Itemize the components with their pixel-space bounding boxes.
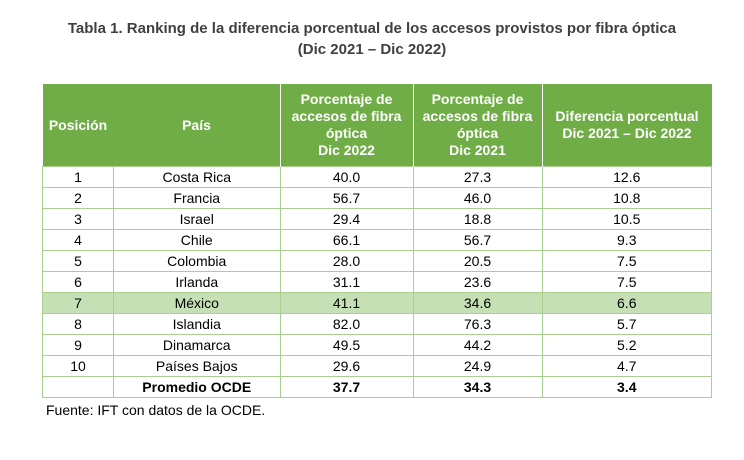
average-row: Promedio OCDE 37.7 34.3 3.4 xyxy=(42,376,712,398)
header-line: Dic 2021 – Dic 2022 xyxy=(562,125,692,141)
header-line: Porcentaje de xyxy=(431,91,524,107)
cell-pct-2021: 20.5 xyxy=(412,250,543,272)
cell-position: 6 xyxy=(42,271,114,293)
table-row: 5 Colombia 28.0 20.5 7.5 xyxy=(42,250,712,272)
header-country: País xyxy=(113,84,280,167)
cell-country: Irlanda xyxy=(113,271,281,293)
table-row: 4 Chile 66.1 56.7 9.3 xyxy=(42,229,712,251)
cell-difference: 4.7 xyxy=(541,355,712,377)
cell-pct-2022: 31.1 xyxy=(279,271,414,293)
header-line: óptica xyxy=(325,125,368,141)
table-row: 1 Costa Rica 40.0 27.3 12.6 xyxy=(42,166,712,188)
table-row: 6 Irlanda 31.1 23.6 7.5 xyxy=(42,271,712,293)
cell-pct-2022: 28.0 xyxy=(279,250,414,272)
cell-pct-2022: 56.7 xyxy=(279,187,414,209)
cell-country: Israel xyxy=(113,208,281,230)
cell-pct-2022: 29.6 xyxy=(279,355,414,377)
cell-position: 3 xyxy=(42,208,114,230)
cell-pct-2021: 46.0 xyxy=(412,187,543,209)
cell-country: Costa Rica xyxy=(113,166,281,188)
header-pct-2021: Porcentaje de accesos de fibra óptica Di… xyxy=(412,84,542,167)
cell-difference: 3.4 xyxy=(541,376,712,398)
cell-position: 4 xyxy=(42,229,114,251)
header-line: óptica xyxy=(456,125,499,141)
cell-pct-2022: 49.5 xyxy=(279,334,414,356)
cell-country: México xyxy=(113,292,281,314)
cell-position: 1 xyxy=(42,166,114,188)
header-pct-2022: Porcentaje de accesos de fibra óptica Di… xyxy=(279,84,413,167)
table-row: 3 Israel 29.4 18.8 10.5 xyxy=(42,208,712,230)
cell-difference: 12.6 xyxy=(541,166,712,188)
cell-pct-2021: 18.8 xyxy=(412,208,543,230)
header-line: Diferencia porcentual xyxy=(555,108,699,124)
cell-pct-2022: 29.4 xyxy=(279,208,414,230)
cell-pct-2022: 37.7 xyxy=(279,376,414,398)
cell-difference: 5.2 xyxy=(541,334,712,356)
cell-empty xyxy=(42,376,114,398)
cell-pct-2021: 24.9 xyxy=(412,355,543,377)
table-row: 8 Islandia 82.0 76.3 5.7 xyxy=(42,313,712,335)
cell-position: 5 xyxy=(42,250,114,272)
cell-difference: 7.5 xyxy=(541,271,712,293)
title-line-1: Tabla 1. Ranking de la diferencia porcen… xyxy=(67,20,677,37)
header-line: Porcentaje de xyxy=(300,91,393,107)
cell-country: Chile xyxy=(113,229,281,251)
cell-pct-2021: 23.6 xyxy=(412,271,543,293)
cell-position: 10 xyxy=(42,355,114,377)
table-body: 1 Costa Rica 40.0 27.3 12.6 2 Francia 56.7 46.0 1… xyxy=(42,166,712,398)
cell-pct-2022: 82.0 xyxy=(279,313,414,335)
cell-country: Francia xyxy=(113,187,281,209)
ranking-table: Posición País Porcentaje de accesos de f… xyxy=(42,84,712,398)
cell-pct-2021: 27.3 xyxy=(412,166,543,188)
cell-difference: 10.8 xyxy=(541,187,712,209)
cell-difference: 6.6 xyxy=(541,292,712,314)
cell-country: Colombia xyxy=(113,250,281,272)
cell-pct-2021: 56.7 xyxy=(412,229,543,251)
cell-country: Dinamarca xyxy=(113,334,281,356)
table-row: 9 Dinamarca 49.5 44.2 5.2 xyxy=(42,334,712,356)
header-difference: Diferencia porcentual Dic 2021 – Dic 202… xyxy=(541,84,712,167)
header-line: accesos de fibra xyxy=(291,108,402,124)
table-row: 10 Países Bajos 29.6 24.9 4.7 xyxy=(42,355,712,377)
cell-pct-2021: 44.2 xyxy=(412,334,543,356)
cell-pct-2022: 40.0 xyxy=(279,166,414,188)
table-row: 2 Francia 56.7 46.0 10.8 xyxy=(42,187,712,209)
cell-country: Países Bajos xyxy=(113,355,281,377)
cell-country: Promedio OCDE xyxy=(113,376,281,398)
cell-country: Islandia xyxy=(113,313,281,335)
table-row: 7 México 41.1 34.6 6.6 xyxy=(42,292,712,314)
cell-difference: 5.7 xyxy=(541,313,712,335)
cell-pct-2021: 34.6 xyxy=(412,292,543,314)
header-position: Posición xyxy=(42,84,114,167)
cell-pct-2021: 34.3 xyxy=(412,376,543,398)
header-line: Dic 2021 xyxy=(449,142,506,158)
cell-position: 2 xyxy=(42,187,114,209)
header-line: Dic 2022 xyxy=(318,142,375,158)
cell-pct-2021: 76.3 xyxy=(412,313,543,335)
cell-difference: 10.5 xyxy=(541,208,712,230)
cell-difference: 7.5 xyxy=(541,250,712,272)
cell-pct-2022: 41.1 xyxy=(279,292,414,314)
table-title: Tabla 1. Ranking de la diferencia porcen… xyxy=(0,18,744,60)
header-row: Posición País Porcentaje de accesos de f… xyxy=(42,84,712,167)
source-note: Fuente: IFT con datos de la OCDE. xyxy=(46,402,266,418)
title-line-2: (Dic 2021 – Dic 2022) xyxy=(297,41,447,58)
header-line: accesos de fibra xyxy=(422,108,533,124)
cell-difference: 9.3 xyxy=(541,229,712,251)
cell-position: 8 xyxy=(42,313,114,335)
cell-position: 9 xyxy=(42,334,114,356)
cell-pct-2022: 66.1 xyxy=(279,229,414,251)
cell-position: 7 xyxy=(42,292,114,314)
